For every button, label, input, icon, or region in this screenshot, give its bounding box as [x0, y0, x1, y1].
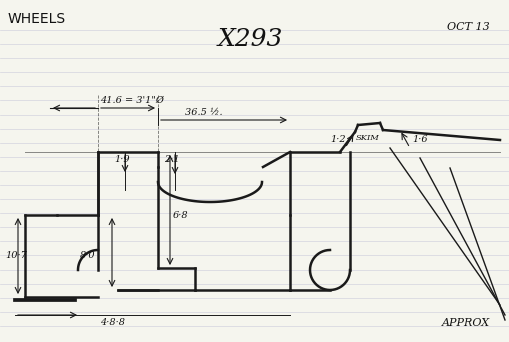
Text: APPROX: APPROX [441, 318, 489, 328]
Text: WHEELS: WHEELS [8, 12, 66, 26]
Text: 10·7: 10·7 [5, 251, 27, 261]
Text: 4·8·8: 4·8·8 [100, 318, 125, 327]
Text: 8·0: 8·0 [79, 250, 95, 260]
Text: SKIM: SKIM [355, 134, 379, 142]
Text: OCT 13: OCT 13 [446, 22, 489, 32]
Text: 1·6: 1·6 [411, 135, 427, 145]
Text: 1·9: 1·9 [114, 155, 130, 164]
Text: X293: X293 [217, 28, 282, 51]
Text: 41.6 = 3'1"Ø: 41.6 = 3'1"Ø [100, 96, 163, 105]
Text: 2·1: 2·1 [164, 155, 180, 164]
Text: 36.5 ½.: 36.5 ½. [185, 108, 222, 117]
Text: 1·2: 1·2 [329, 135, 345, 145]
Text: 6·8: 6·8 [173, 210, 188, 220]
